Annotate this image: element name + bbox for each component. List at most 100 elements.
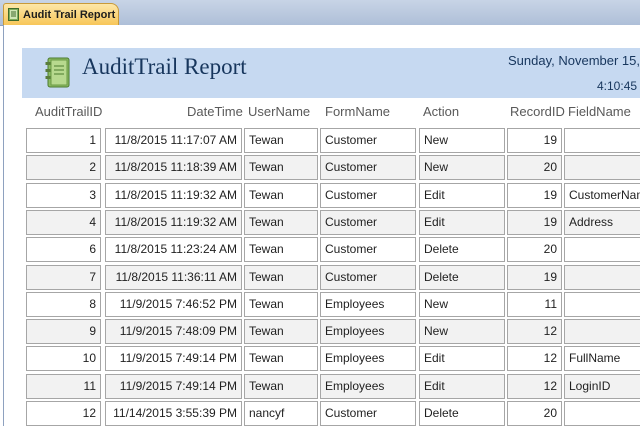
cell-datetime[interactable]: 11/8/2015 11:17:07 AM xyxy=(105,128,242,153)
cell-fieldname[interactable]: CustomerNam xyxy=(564,182,640,208)
cell-action[interactable]: Delete xyxy=(419,237,505,263)
table-row[interactable]: 3 11/8/2015 11:19:32 AM Tewan Customer Edit 1… xyxy=(0,182,640,208)
cell-recordid[interactable]: 12 xyxy=(507,319,562,345)
table-row[interactable]: 6 11/8/2015 11:23:24 AM Tewan Customer Delet… xyxy=(0,237,640,263)
cell-fieldname[interactable] xyxy=(564,155,640,181)
cell-fieldname[interactable] xyxy=(564,291,640,317)
cell-audittrailid[interactable]: 12 xyxy=(26,401,101,426)
table-row[interactable]: 10 11/9/2015 7:49:14 PM Tewan Employees Edit… xyxy=(0,346,640,372)
report-notebook-icon xyxy=(45,57,71,89)
column-header-username: UserName xyxy=(248,104,311,119)
cell-fieldname[interactable]: Address xyxy=(564,209,640,235)
tab-label: Audit Trail Report xyxy=(23,8,116,21)
document-tab-strip: Audit Trail Report xyxy=(0,0,640,26)
column-header-fieldname: FieldName xyxy=(568,104,631,119)
cell-fieldname[interactable] xyxy=(564,319,640,345)
cell-formname[interactable]: Customer xyxy=(320,155,416,181)
cell-fieldname[interactable] xyxy=(564,401,640,426)
cell-fieldname[interactable]: FullName xyxy=(564,346,640,372)
cell-username[interactable]: Tewan xyxy=(244,346,318,372)
cell-formname[interactable]: Customer xyxy=(320,237,416,263)
cell-fieldname[interactable] xyxy=(564,128,640,153)
cell-username[interactable]: Tewan xyxy=(244,264,318,290)
cell-formname[interactable]: Employees xyxy=(320,291,416,317)
cell-audittrailid[interactable]: 1 xyxy=(26,128,101,153)
cell-action[interactable]: Edit xyxy=(419,182,505,208)
cell-recordid[interactable]: 20 xyxy=(507,237,562,263)
cell-username[interactable]: Tewan xyxy=(244,128,318,153)
cell-action[interactable]: New xyxy=(419,291,505,317)
cell-audittrailid[interactable]: 10 xyxy=(26,346,101,372)
cell-audittrailid[interactable]: 2 xyxy=(26,155,101,181)
cell-formname[interactable]: Employees xyxy=(320,373,416,399)
table-row[interactable]: 12 11/14/2015 3:55:39 PM nancyf Customer Del… xyxy=(0,401,640,426)
cell-datetime[interactable]: 11/14/2015 3:55:39 PM xyxy=(105,401,242,426)
column-header-action: Action xyxy=(423,104,460,119)
report-time: 4:10:45 F xyxy=(597,79,640,93)
table-row[interactable]: 8 11/9/2015 7:46:52 PM Tewan Employees New 11 xyxy=(0,291,640,317)
cell-formname[interactable]: Employees xyxy=(320,319,416,345)
cell-recordid[interactable]: 19 xyxy=(507,209,562,235)
cell-recordid[interactable]: 12 xyxy=(507,373,562,399)
cell-action[interactable]: Delete xyxy=(419,264,505,290)
cell-recordid[interactable]: 11 xyxy=(507,291,562,317)
cell-action[interactable]: New xyxy=(419,128,505,153)
cell-action[interactable]: Edit xyxy=(419,209,505,235)
cell-datetime[interactable]: 11/8/2015 11:36:11 AM xyxy=(105,264,242,290)
cell-recordid[interactable]: 19 xyxy=(507,182,562,208)
cell-username[interactable]: Tewan xyxy=(244,209,318,235)
cell-formname[interactable]: Employees xyxy=(320,346,416,372)
cell-audittrailid[interactable]: 4 xyxy=(26,209,101,235)
cell-formname[interactable]: Customer xyxy=(320,209,416,235)
cell-recordid[interactable]: 20 xyxy=(507,155,562,181)
column-header-datetime: DateTime xyxy=(187,104,243,119)
cell-action[interactable]: New xyxy=(419,155,505,181)
table-row[interactable]: 9 11/9/2015 7:48:09 PM Tewan Employees New 12 xyxy=(0,319,640,345)
cell-action[interactable]: Edit xyxy=(419,346,505,372)
cell-username[interactable]: Tewan xyxy=(244,182,318,208)
cell-username[interactable]: Tewan xyxy=(244,319,318,345)
cell-audittrailid[interactable]: 8 xyxy=(26,291,101,317)
cell-formname[interactable]: Customer xyxy=(320,401,416,426)
cell-datetime[interactable]: 11/8/2015 11:18:39 AM xyxy=(105,155,242,181)
cell-action[interactable]: New xyxy=(419,319,505,345)
cell-action[interactable]: Edit xyxy=(419,373,505,399)
cell-datetime[interactable]: 11/9/2015 7:46:52 PM xyxy=(105,291,242,317)
cell-fieldname[interactable]: LoginID xyxy=(564,373,640,399)
cell-datetime[interactable]: 11/9/2015 7:49:14 PM xyxy=(105,346,242,372)
cell-datetime[interactable]: 11/8/2015 11:19:32 AM xyxy=(105,209,242,235)
cell-formname[interactable]: Customer xyxy=(320,182,416,208)
cell-datetime[interactable]: 11/8/2015 11:19:32 AM xyxy=(105,182,242,208)
cell-username[interactable]: Tewan xyxy=(244,155,318,181)
cell-audittrailid[interactable]: 9 xyxy=(26,319,101,345)
cell-username[interactable]: Tewan xyxy=(244,373,318,399)
cell-audittrailid[interactable]: 7 xyxy=(26,264,101,290)
cell-recordid[interactable]: 12 xyxy=(507,346,562,372)
cell-username[interactable]: nancyf xyxy=(244,401,318,426)
cell-username[interactable]: Tewan xyxy=(244,291,318,317)
cell-audittrailid[interactable]: 3 xyxy=(26,182,101,208)
column-header-formname: FormName xyxy=(325,104,391,119)
cell-datetime[interactable]: 11/9/2015 7:48:09 PM xyxy=(105,319,242,345)
table-row[interactable]: 4 11/8/2015 11:19:32 AM Tewan Customer Edit 1… xyxy=(0,209,640,235)
cell-fieldname[interactable] xyxy=(564,237,640,263)
cell-recordid[interactable]: 20 xyxy=(507,401,562,426)
report-date: Sunday, November 15, 20 xyxy=(508,53,640,68)
tab-audit-trail-report[interactable]: Audit Trail Report xyxy=(3,3,119,25)
cell-datetime[interactable]: 11/9/2015 7:49:14 PM xyxy=(105,373,242,399)
cell-formname[interactable]: Customer xyxy=(320,128,416,153)
table-row[interactable]: 11 11/9/2015 7:49:14 PM Tewan Employees Edit… xyxy=(0,373,640,399)
cell-action[interactable]: Delete xyxy=(419,401,505,426)
table-row[interactable]: 2 11/8/2015 11:18:39 AM Tewan Customer New 20 xyxy=(0,155,640,181)
table-row[interactable]: 1 11/8/2015 11:17:07 AM Tewan Customer New 19 xyxy=(0,128,640,153)
cell-audittrailid[interactable]: 6 xyxy=(26,237,101,263)
cell-datetime[interactable]: 11/8/2015 11:23:24 AM xyxy=(105,237,242,263)
cell-recordid[interactable]: 19 xyxy=(507,128,562,153)
cell-recordid[interactable]: 19 xyxy=(507,264,562,290)
cell-audittrailid[interactable]: 11 xyxy=(26,373,101,399)
report-header xyxy=(22,48,640,98)
table-row[interactable]: 7 11/8/2015 11:36:11 AM Tewan Customer Delet… xyxy=(0,264,640,290)
cell-fieldname[interactable] xyxy=(564,264,640,290)
cell-username[interactable]: Tewan xyxy=(244,237,318,263)
cell-formname[interactable]: Customer xyxy=(320,264,416,290)
